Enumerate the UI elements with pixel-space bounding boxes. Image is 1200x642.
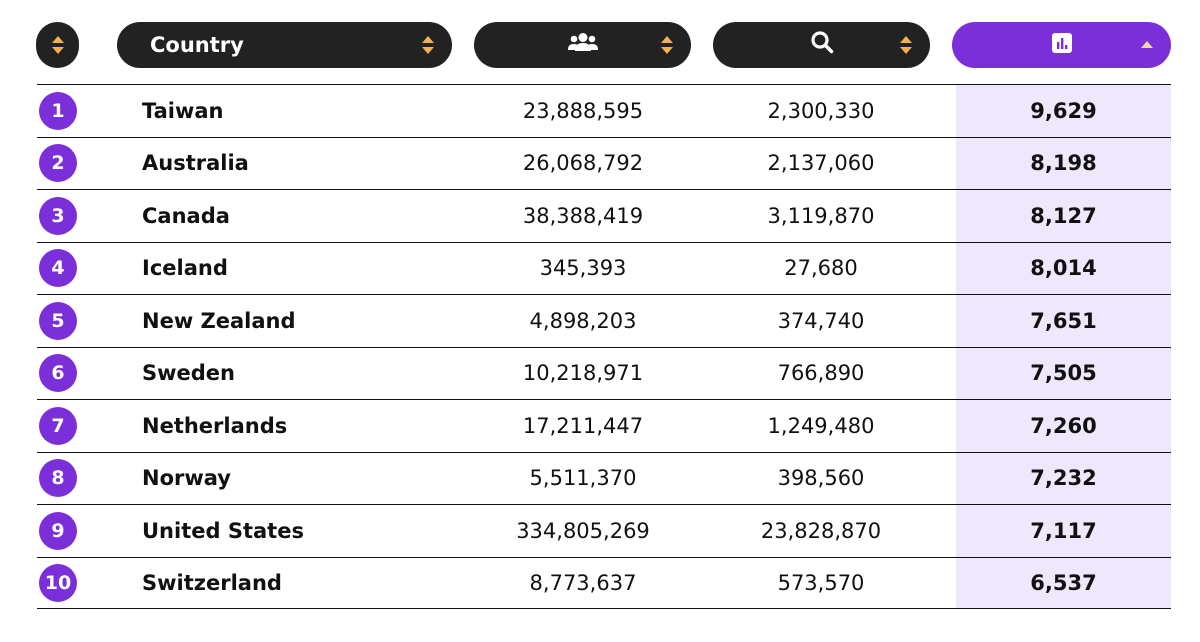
searches-value: 2,300,330 xyxy=(767,98,875,123)
table-row: 6 Sweden 10,218,971 766,890 7,505 xyxy=(37,346,1171,400)
rank-badge: 7 xyxy=(39,406,77,445)
sort-icon xyxy=(900,36,912,54)
population-value: 345,393 xyxy=(539,256,627,281)
rank-column-header[interactable] xyxy=(36,22,79,68)
population-column-header[interactable] xyxy=(474,22,691,68)
country-name: Sweden xyxy=(142,361,235,386)
country-header-label: Country xyxy=(150,33,244,57)
table-row: 7 Netherlands 17,211,447 1,249,480 7,260 xyxy=(37,399,1171,452)
searches-value: 573,570 xyxy=(777,570,865,595)
population-value: 334,805,269 xyxy=(516,518,650,543)
population-value: 17,211,447 xyxy=(522,413,644,438)
rank-badge: 9 xyxy=(39,511,77,550)
rank-badge: 8 xyxy=(39,459,77,498)
rank-badge: 4 xyxy=(39,249,77,288)
table-row: 10 Switzerland 8,773,637 573,570 6,537 xyxy=(37,556,1171,609)
rank-badge: 1 xyxy=(39,91,77,130)
searches-value: 1,249,480 xyxy=(767,413,875,438)
population-value: 5,511,370 xyxy=(529,466,637,491)
country-name: New Zealand xyxy=(142,308,296,333)
rank-badge: 5 xyxy=(39,301,77,340)
score-value: 8,198 xyxy=(1030,151,1097,176)
score-column-header[interactable] xyxy=(952,22,1171,68)
score-value: 7,505 xyxy=(1030,361,1097,386)
searches-value: 398,560 xyxy=(777,466,865,491)
sort-icon xyxy=(52,36,64,54)
search-icon xyxy=(810,30,834,58)
country-name: Australia xyxy=(142,151,249,176)
sort-icon xyxy=(422,36,434,54)
table-row: 1 Taiwan 23,888,595 2,300,330 9,629 xyxy=(37,84,1171,137)
score-value: 9,629 xyxy=(1030,98,1097,123)
country-name: Iceland xyxy=(142,256,228,281)
searches-value: 23,828,870 xyxy=(760,518,882,543)
searches-value: 766,890 xyxy=(777,361,865,386)
searches-value: 3,119,870 xyxy=(767,203,875,228)
table-row: 8 Norway 5,511,370 398,560 7,232 xyxy=(37,451,1171,505)
table-row: 4 Iceland 345,393 27,680 8,014 xyxy=(37,241,1171,295)
country-name: Canada xyxy=(142,203,230,228)
sort-ascending-icon xyxy=(1141,36,1153,54)
searches-value: 2,137,060 xyxy=(767,151,875,176)
rank-badge: 6 xyxy=(39,354,77,393)
table-row: 2 Australia 26,068,792 2,137,060 8,198 xyxy=(37,136,1171,190)
rank-badge: 2 xyxy=(39,144,77,183)
population-value: 10,218,971 xyxy=(522,361,644,386)
score-value: 8,014 xyxy=(1030,256,1097,281)
score-value: 7,117 xyxy=(1030,518,1097,543)
score-value: 7,651 xyxy=(1030,308,1097,333)
table-row: 9 United States 334,805,269 23,828,870 7,117 xyxy=(37,504,1171,557)
population-value: 38,388,419 xyxy=(522,203,644,228)
population-value: 4,898,203 xyxy=(529,308,637,333)
rank-badge: 3 xyxy=(39,196,77,235)
table-row: 3 Canada 38,388,419 3,119,870 8,127 xyxy=(37,189,1171,242)
score-value: 7,260 xyxy=(1030,413,1097,438)
population-value: 23,888,595 xyxy=(522,98,644,123)
country-name: Netherlands xyxy=(142,413,288,438)
table-body: 1 Taiwan 23,888,595 2,300,330 9,629 2 Australi… xyxy=(37,84,1171,609)
searches-column-header[interactable] xyxy=(713,22,930,68)
sort-icon xyxy=(661,36,673,54)
bar-chart-icon xyxy=(1051,33,1072,57)
country-name: Taiwan xyxy=(142,98,224,123)
score-value: 8,127 xyxy=(1030,203,1097,228)
country-name: Switzerland xyxy=(142,570,282,595)
country-name: United States xyxy=(142,518,304,543)
population-value: 26,068,792 xyxy=(522,151,644,176)
score-value: 6,537 xyxy=(1030,570,1097,595)
country-column-header[interactable]: Country xyxy=(117,22,452,68)
searches-value: 27,680 xyxy=(784,256,858,281)
population-value: 8,773,637 xyxy=(529,570,637,595)
country-name: Norway xyxy=(142,466,231,491)
table-row: 5 New Zealand 4,898,203 374,740 7,651 xyxy=(37,294,1171,347)
score-value: 7,232 xyxy=(1030,466,1097,491)
rank-badge: 10 xyxy=(39,563,77,602)
searches-value: 374,740 xyxy=(777,308,865,333)
people-icon xyxy=(567,32,598,58)
